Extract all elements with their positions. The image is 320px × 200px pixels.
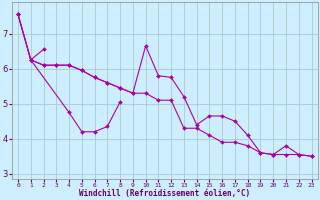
X-axis label: Windchill (Refroidissement éolien,°C): Windchill (Refroidissement éolien,°C) xyxy=(79,189,250,198)
